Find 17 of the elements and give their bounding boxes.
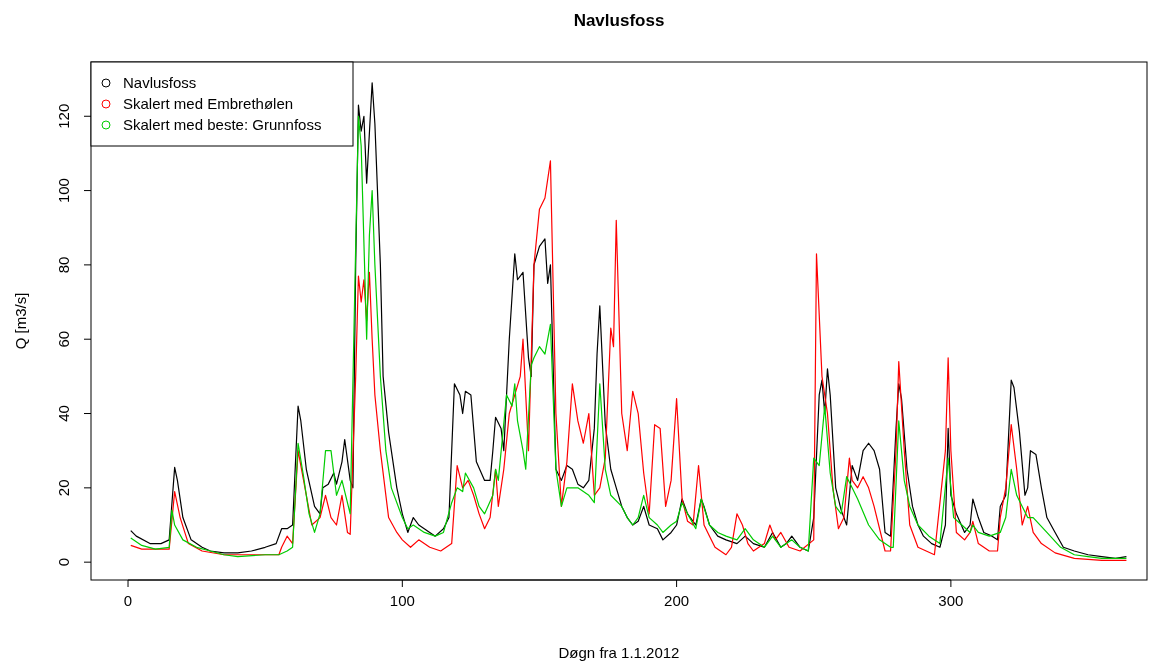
x-tick-label: 300 — [938, 592, 964, 609]
legend-label: Skalert med beste: Grunnfoss — [123, 116, 322, 133]
y-tick-label: 80 — [55, 256, 72, 274]
legend-label: Skalert med Embrethølen — [123, 95, 294, 112]
y-tick-label: 60 — [55, 330, 72, 348]
legend-label: Navlusfoss — [123, 74, 197, 91]
x-tick-label: 200 — [664, 592, 690, 609]
y-tick-label: 100 — [55, 178, 72, 204]
chart-title: Navlusfoss — [573, 11, 665, 30]
y-tick-label: 40 — [55, 405, 72, 422]
y-tick-label: 120 — [55, 103, 72, 129]
x-tick-label: 0 — [123, 592, 133, 609]
y-axis-title: Q [m3/s] — [12, 292, 29, 350]
y-tick-label: 0 — [55, 557, 72, 567]
x-tick-label: 100 — [389, 592, 415, 609]
y-tick-label: 20 — [55, 479, 72, 497]
x-axis-title: Døgn fra 1.1.2012 — [558, 644, 680, 661]
